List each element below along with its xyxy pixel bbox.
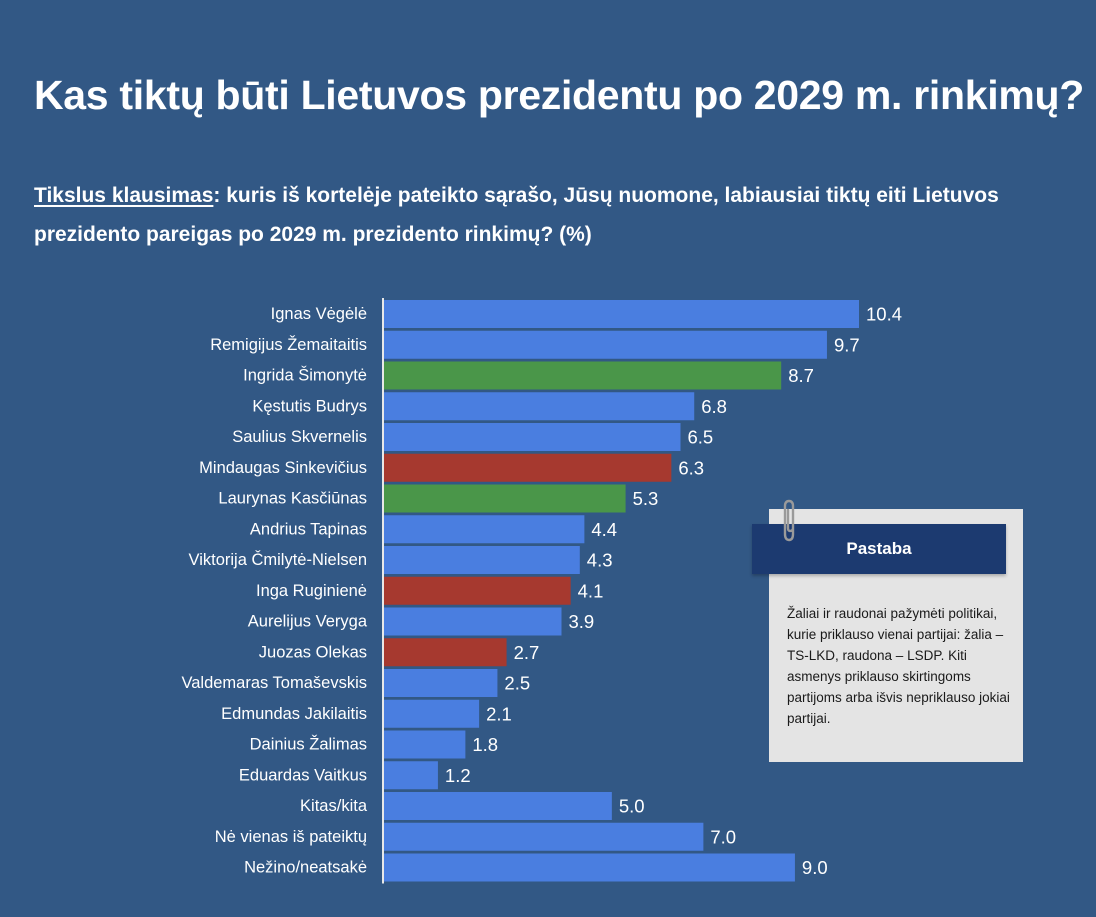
bar	[383, 576, 571, 605]
value-label: 4.4	[591, 519, 617, 540]
bar	[383, 453, 672, 482]
value-label: 8.7	[788, 365, 814, 386]
value-label: 2.5	[504, 673, 530, 694]
value-label: 5.3	[633, 488, 659, 509]
value-label: 7.0	[710, 826, 736, 847]
bar	[383, 361, 782, 390]
category-label: Viktorija Čmilytė-Nielsen	[189, 550, 368, 569]
value-label: 9.0	[802, 857, 828, 878]
category-label: Eduardas Vaitkus	[239, 766, 367, 784]
bar	[383, 515, 585, 544]
value-label: 5.0	[619, 796, 645, 817]
value-label: 9.7	[834, 334, 860, 355]
category-label: Kęstutis Budrys	[252, 397, 367, 415]
bar	[383, 607, 562, 636]
bar	[383, 730, 466, 759]
category-label: Valdemaras Tomaševskis	[181, 674, 367, 692]
bar	[383, 330, 827, 359]
category-label: Ingrida Šimonytė	[243, 366, 367, 385]
value-label: 1.8	[472, 734, 498, 755]
paperclip-icon	[783, 499, 795, 542]
bar	[383, 423, 681, 451]
category-label: Remigijus Žemaitaitis	[210, 335, 367, 354]
bar	[383, 638, 507, 667]
value-label: 10.4	[866, 304, 902, 325]
category-label: Nežino/neatsakė	[244, 859, 367, 877]
bar	[383, 792, 612, 820]
note-header: Pastaba	[752, 524, 1006, 574]
value-label: 1.2	[445, 765, 471, 786]
category-label: Kitas/kita	[300, 797, 368, 815]
bar	[383, 699, 480, 728]
value-label: 2.7	[514, 642, 540, 663]
bar	[383, 669, 498, 697]
category-label: Saulius Skvernelis	[232, 428, 367, 446]
question-lead: Tikslus klausimas	[34, 184, 214, 207]
category-label: Inga Ruginienė	[256, 582, 367, 600]
bar	[383, 761, 438, 790]
value-label: 6.3	[678, 457, 704, 478]
value-label: 2.1	[486, 703, 512, 724]
value-label: 6.5	[688, 427, 714, 448]
category-label: Andrius Tapinas	[250, 520, 367, 538]
category-label: Juozas Olekas	[259, 643, 367, 661]
bar	[383, 546, 580, 574]
category-label: Nė vienas iš pateiktų	[215, 828, 367, 846]
category-label: Laurynas Kasčiūnas	[218, 490, 367, 508]
question-text: Tikslus klausimas: kuris iš kortelėje pa…	[34, 176, 1024, 254]
bar	[383, 300, 859, 328]
question-body: : kuris iš kortelėje pateikto sąrašo, Jū…	[34, 184, 999, 246]
bar	[383, 853, 795, 882]
note-text: Žaliai ir raudonai pažymėti politikai, k…	[787, 606, 1010, 726]
bar	[383, 822, 704, 851]
value-label: 3.9	[569, 611, 595, 632]
value-label: 4.3	[587, 550, 613, 571]
category-label: Ignas Vėgėlė	[271, 305, 367, 323]
category-label: Dainius Žalimas	[250, 735, 367, 754]
bar	[383, 484, 626, 513]
value-label: 4.1	[578, 580, 604, 601]
bar	[383, 392, 695, 421]
value-label: 6.8	[701, 396, 727, 417]
category-label: Aurelijus Veryga	[248, 613, 368, 631]
page-title: Kas tiktų būti Lietuvos prezidentu po 20…	[34, 72, 1084, 118]
category-label: Mindaugas Sinkevičius	[199, 459, 367, 477]
category-label: Edmundas Jakilaitis	[221, 705, 367, 723]
note-card: Pastaba Žaliai ir raudonai pažymėti poli…	[752, 509, 1023, 762]
